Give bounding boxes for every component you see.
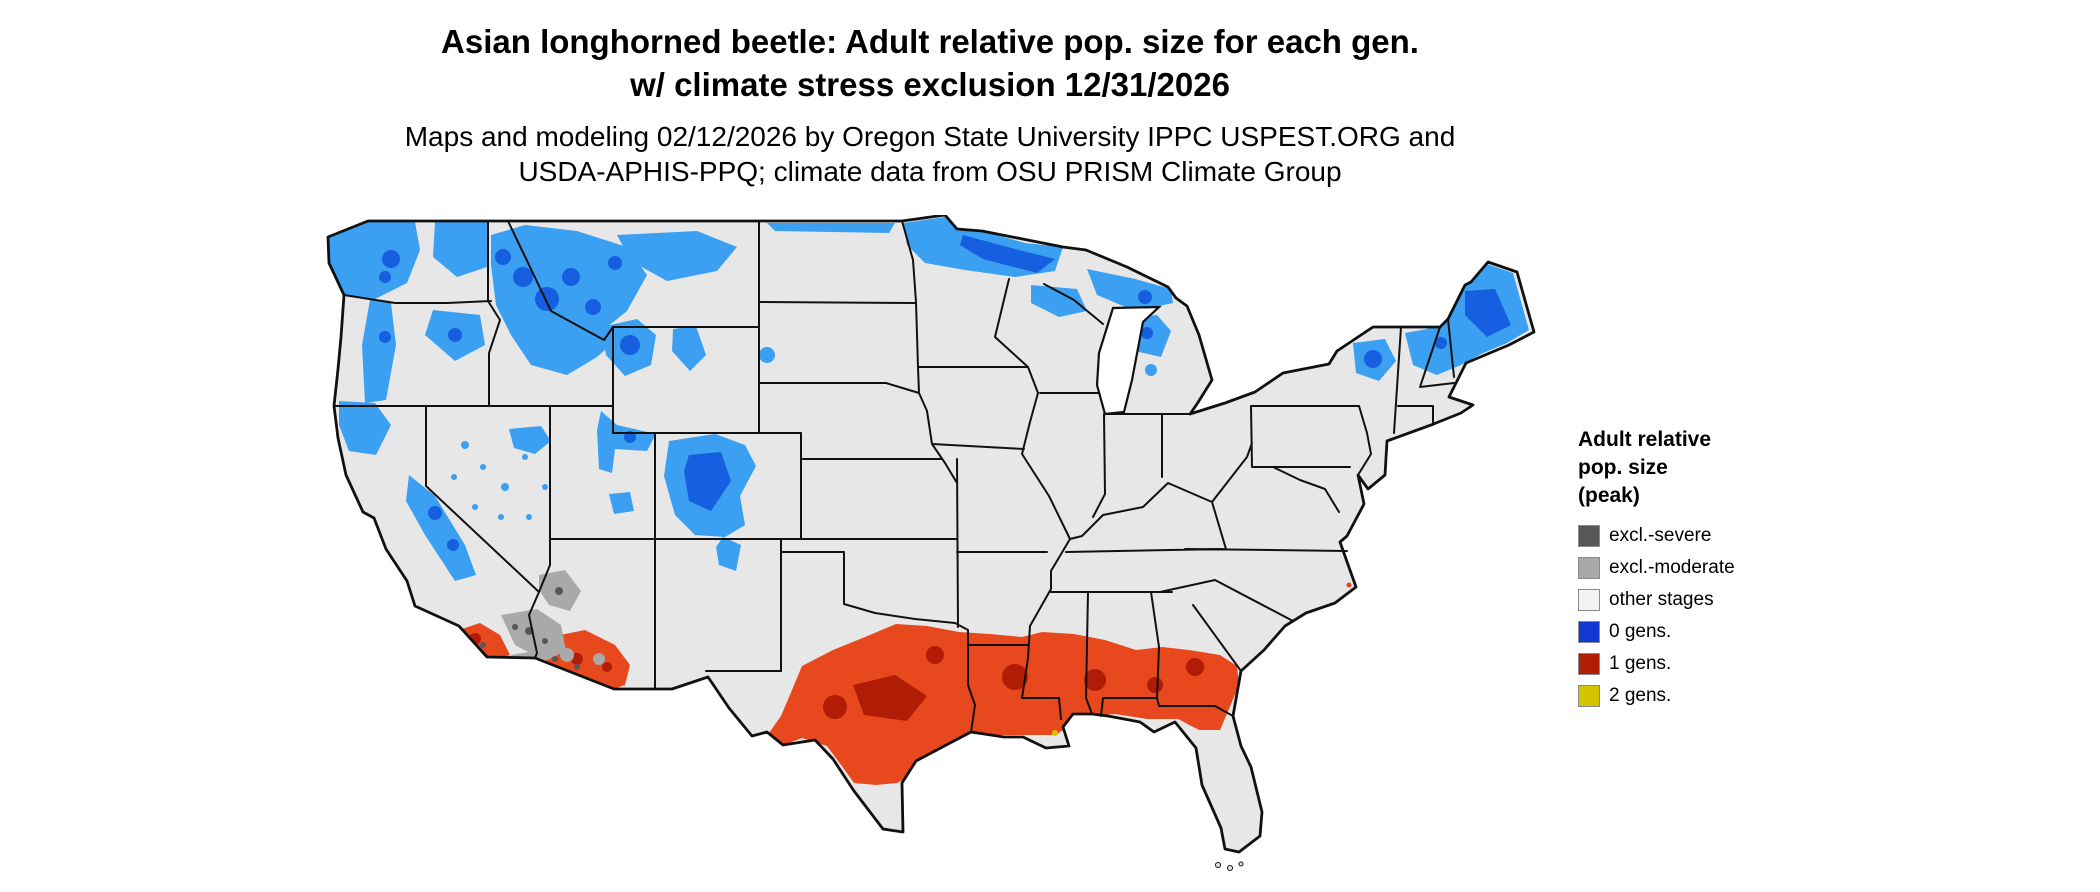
legend-title-line1: Adult relative <box>1578 428 1712 451</box>
legend-label-1-gens: 1 gens. <box>1609 653 1672 674</box>
legend-swatch-excl-moderate <box>1578 557 1600 579</box>
legend-item-other-stages: other stages <box>1578 587 1828 613</box>
us-map <box>326 215 1536 871</box>
lake-michigan <box>1095 305 1162 416</box>
legend-item-excl-moderate: excl.-moderate <box>1578 555 1828 581</box>
legend-title-line2: pop. size <box>1578 456 1668 479</box>
map-title-line2: w/ climate stress exclusion 12/31/2026 <box>630 66 1230 103</box>
legend-label-0-gens: 0 gens. <box>1609 621 1672 642</box>
legend-item-1-gens: 1 gens. <box>1578 651 1828 677</box>
legend-swatch-1-gens <box>1578 653 1600 675</box>
legend-title: Adult relative pop. size (peak) <box>1578 426 1828 510</box>
us-map-container <box>315 215 1560 892</box>
map-subtitle-line2: USDA-APHIS-PPQ; climate data from OSU PR… <box>518 156 1342 187</box>
map-subtitle: Maps and modeling 02/12/2026 by Oregon S… <box>300 119 1560 189</box>
map-header: Asian longhorned beetle: Adult relative … <box>300 20 1560 189</box>
legend-items: excl.-severe excl.-moderate other stages… <box>1578 523 1828 709</box>
legend-swatch-excl-severe <box>1578 525 1600 547</box>
legend-swatch-2-gens <box>1578 685 1600 707</box>
legend-label-excl-moderate: excl.-moderate <box>1609 557 1735 578</box>
legend-swatch-other-stages <box>1578 589 1600 611</box>
us-coastline <box>326 215 1536 854</box>
legend-label-other-stages: other stages <box>1609 589 1714 610</box>
legend-item-0-gens: 0 gens. <box>1578 619 1828 645</box>
legend: Adult relative pop. size (peak) excl.-se… <box>1578 426 1828 715</box>
state-borders <box>333 220 1455 733</box>
legend-label-2-gens: 2 gens. <box>1609 685 1672 706</box>
legend-item-excl-severe: excl.-severe <box>1578 523 1828 549</box>
legend-title-line3: (peak) <box>1578 484 1640 507</box>
legend-label-excl-severe: excl.-severe <box>1609 525 1712 546</box>
region-one-gen-dark <box>469 633 1204 721</box>
map-title-line1: Asian longhorned beetle: Adult relative … <box>441 23 1419 60</box>
florida-keys <box>1215 861 1244 871</box>
region-zero-gens-dark <box>379 235 1511 551</box>
legend-swatch-0-gens <box>1578 621 1600 643</box>
legend-item-2-gens: 2 gens. <box>1578 683 1828 709</box>
map-subtitle-line1: Maps and modeling 02/12/2026 by Oregon S… <box>404 121 1456 152</box>
